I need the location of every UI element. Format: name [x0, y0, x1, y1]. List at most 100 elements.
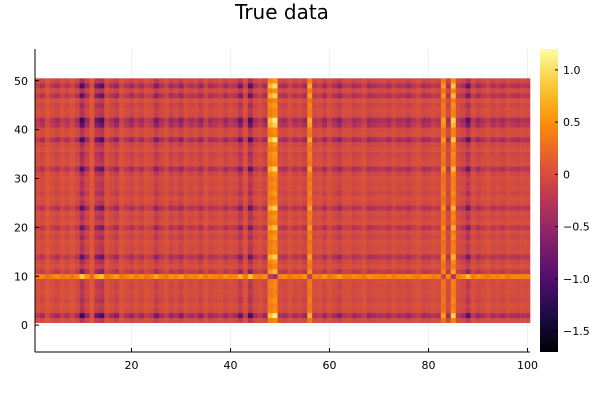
- heatmap-cell: [218, 181, 223, 186]
- heatmap-cell: [520, 108, 525, 113]
- heatmap-cell: [307, 181, 312, 186]
- heatmap-cell: [347, 152, 352, 157]
- heatmap-cell: [89, 88, 94, 93]
- heatmap-cell: [525, 235, 530, 240]
- heatmap-cell: [322, 235, 327, 240]
- heatmap-cell: [510, 240, 515, 245]
- heatmap-cell: [337, 157, 342, 162]
- heatmap-cell: [45, 83, 50, 88]
- heatmap-cell: [431, 117, 436, 122]
- heatmap-cell: [243, 108, 248, 113]
- heatmap-cell: [35, 318, 40, 323]
- heatmap-cell: [441, 181, 446, 186]
- heatmap-cell: [322, 205, 327, 210]
- heatmap-cell: [416, 196, 421, 201]
- heatmap-cell: [253, 293, 258, 298]
- heatmap-cell: [94, 186, 99, 191]
- heatmap-cell: [525, 103, 530, 108]
- heatmap-cell: [203, 274, 208, 279]
- heatmap-cell: [273, 201, 278, 206]
- heatmap-cell: [456, 186, 461, 191]
- heatmap-cell: [60, 225, 65, 230]
- heatmap-cell: [416, 137, 421, 142]
- heatmap-cell: [317, 83, 322, 88]
- heatmap-cell: [268, 171, 273, 176]
- heatmap-cell: [500, 137, 505, 142]
- heatmap-cell: [297, 142, 302, 147]
- heatmap-cell: [164, 83, 169, 88]
- heatmap-cell: [490, 88, 495, 93]
- heatmap-cell: [144, 313, 149, 318]
- heatmap-cell: [89, 235, 94, 240]
- heatmap-cell: [253, 147, 258, 152]
- heatmap-cell: [45, 176, 50, 181]
- heatmap-cell: [208, 235, 213, 240]
- heatmap-cell: [357, 142, 362, 147]
- heatmap-cell: [134, 137, 139, 142]
- heatmap-cell: [525, 254, 530, 259]
- heatmap-cell: [114, 132, 119, 137]
- heatmap-cell: [476, 201, 481, 206]
- heatmap-cell: [278, 152, 283, 157]
- heatmap-cell: [372, 186, 377, 191]
- heatmap-cell: [495, 186, 500, 191]
- heatmap-cell: [347, 220, 352, 225]
- heatmap-cell: [159, 103, 164, 108]
- heatmap-cell: [273, 230, 278, 235]
- heatmap-cell: [159, 284, 164, 289]
- heatmap-cell: [119, 225, 124, 230]
- heatmap-cell: [421, 225, 426, 230]
- heatmap-cell: [287, 142, 292, 147]
- heatmap-cell: [386, 274, 391, 279]
- heatmap-cell: [515, 249, 520, 254]
- heatmap-cell: [342, 318, 347, 323]
- heatmap-cell: [50, 117, 55, 122]
- heatmap-cell: [456, 279, 461, 284]
- heatmap-cell: [149, 83, 154, 88]
- heatmap-cell: [505, 166, 510, 171]
- heatmap-cell: [139, 254, 144, 259]
- heatmap-cell: [149, 142, 154, 147]
- heatmap-cell: [396, 117, 401, 122]
- heatmap-cell: [347, 98, 352, 103]
- heatmap-cell: [134, 215, 139, 220]
- heatmap-cell: [431, 288, 436, 293]
- heatmap-cell: [367, 108, 372, 113]
- heatmap-cell: [436, 225, 441, 230]
- heatmap-cell: [490, 269, 495, 274]
- heatmap-cell: [421, 274, 426, 279]
- heatmap-cell: [396, 147, 401, 152]
- heatmap-cell: [258, 235, 263, 240]
- heatmap-cell: [154, 235, 159, 240]
- heatmap-cell: [99, 113, 104, 118]
- heatmap-cell: [515, 196, 520, 201]
- heatmap-cell: [357, 269, 362, 274]
- heatmap-cell: [471, 176, 476, 181]
- heatmap-cell: [292, 274, 297, 279]
- heatmap-cell: [263, 147, 268, 152]
- heatmap-cell: [332, 274, 337, 279]
- heatmap-cell: [396, 249, 401, 254]
- heatmap-cell: [228, 83, 233, 88]
- heatmap-cell: [500, 108, 505, 113]
- heatmap-cell: [273, 181, 278, 186]
- heatmap-cell: [208, 201, 213, 206]
- heatmap-cell: [179, 220, 184, 225]
- heatmap-cell: [198, 225, 203, 230]
- heatmap-cell: [35, 98, 40, 103]
- heatmap-cell: [233, 142, 238, 147]
- heatmap-cell: [396, 171, 401, 176]
- heatmap-cell: [174, 205, 179, 210]
- heatmap-cell: [451, 240, 456, 245]
- heatmap-cell: [287, 103, 292, 108]
- heatmap-cell: [520, 181, 525, 186]
- heatmap-cell: [60, 298, 65, 303]
- heatmap-cell: [35, 122, 40, 127]
- heatmap-cell: [134, 83, 139, 88]
- heatmap-cell: [451, 303, 456, 308]
- heatmap-cell: [372, 93, 377, 98]
- heatmap-cell: [60, 259, 65, 264]
- heatmap-cell: [515, 127, 520, 132]
- heatmap-cell: [396, 205, 401, 210]
- heatmap-cell: [60, 142, 65, 147]
